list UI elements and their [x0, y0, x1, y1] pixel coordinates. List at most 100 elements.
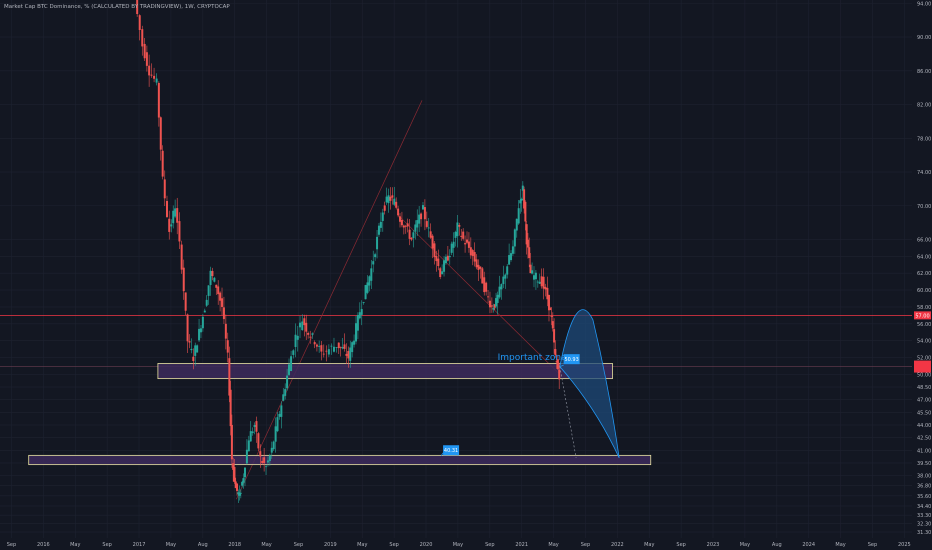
candle-body [207, 285, 210, 296]
candle-body [439, 268, 442, 278]
candle-body [194, 345, 197, 356]
axis-price-tag: 57.00 [915, 313, 929, 319]
candle-body [354, 323, 357, 342]
candle-body [412, 232, 415, 239]
candle-body [229, 389, 232, 427]
candle-body [404, 225, 407, 227]
time-tick-label: Sep [102, 542, 111, 548]
candle-body [511, 246, 514, 254]
price-tick-label: 60.00 [917, 288, 931, 294]
candle-body [253, 425, 256, 427]
candle-body [280, 405, 283, 417]
time-tick-label: 2025 [898, 542, 911, 548]
time-tick-label: 2018 [228, 542, 241, 548]
candle-body [219, 292, 222, 301]
time-tick-label: Sep [294, 542, 303, 548]
candle-body [502, 276, 505, 285]
candle-body [190, 348, 193, 351]
candle-body [305, 322, 308, 332]
candle-body [521, 185, 524, 191]
candle-body [435, 255, 438, 262]
downtrend-line [396, 213, 561, 375]
candle-body [182, 267, 185, 292]
candle-body [372, 261, 375, 265]
candle-body [393, 198, 396, 205]
candle-body [433, 243, 436, 258]
candle-body [429, 231, 432, 238]
candle-body [265, 466, 268, 468]
candle-body [399, 216, 402, 222]
candle-body [249, 431, 252, 442]
price-tick-label: 54.00 [917, 339, 931, 345]
candle-body [358, 312, 361, 319]
candle-body [165, 201, 168, 217]
candle-body [180, 244, 183, 270]
candle-body [205, 299, 208, 306]
candle-body [549, 308, 552, 310]
candle-body [517, 208, 520, 224]
time-tick-label: May [261, 542, 271, 548]
candle-body [270, 447, 273, 453]
price-tick-label: 62.00 [917, 271, 931, 277]
candle-body [178, 221, 181, 242]
candle-body [454, 231, 457, 238]
candle-body [284, 389, 287, 396]
candle-body [458, 225, 461, 227]
candle-body [495, 298, 498, 307]
projection-drawing[interactable] [559, 309, 620, 459]
price-tick-label: 39.50 [917, 461, 931, 467]
candle-body [238, 492, 241, 496]
candle-body [345, 353, 348, 356]
candle-body [460, 235, 463, 237]
candle-body [546, 287, 549, 300]
candle-body [381, 212, 384, 221]
candle-body [391, 195, 394, 198]
price-tag-upper-bg [563, 354, 580, 365]
time-tick-label: Aug [772, 542, 782, 548]
candle-body [370, 268, 373, 281]
candle-body [444, 256, 447, 264]
candle-body [282, 394, 285, 401]
candle-body [406, 223, 409, 227]
upper-support-zone [157, 363, 613, 380]
time-tick-label: Sep [7, 542, 16, 548]
candle-body [143, 43, 146, 59]
price-tick-label: 64.00 [917, 254, 931, 260]
candle-body [542, 276, 545, 289]
candle-body [157, 83, 160, 118]
candle-body [515, 218, 518, 231]
candle-body [296, 335, 299, 340]
candle-body [203, 310, 206, 313]
candle-body [353, 340, 356, 345]
time-tick-label: May [357, 542, 367, 548]
candle-body [414, 224, 417, 232]
candle-body [145, 52, 148, 66]
time-axis[interactable]: Sep 2016 May Sep 2017 May Aug 2018 May Sep 2019 May… [7, 542, 911, 548]
candle-body [278, 413, 281, 417]
price-tick-label: 50.00 [917, 372, 931, 378]
chart-title: Market Cap BTC Dominance, % (CALCULATED … [4, 4, 230, 10]
candle-body [368, 276, 371, 286]
time-tick-label: May [644, 542, 654, 548]
candle-body [335, 347, 338, 348]
candle-body [519, 200, 522, 204]
candle-body [347, 351, 350, 359]
candle-body [318, 345, 321, 347]
candle-body [290, 356, 293, 372]
candle-body [311, 333, 314, 335]
price-tick-label: 90.00 [917, 35, 931, 41]
candle-body [211, 271, 214, 277]
candle-body [525, 224, 528, 245]
candle-body [513, 229, 516, 247]
candle-body [356, 315, 359, 331]
candle-body [441, 271, 444, 275]
price-axis[interactable]: 94.00 90.00 86.00 82.00 78.00 74.00 70.00 66.00… [917, 1, 931, 536]
candle-body [467, 241, 470, 248]
candle-body [230, 424, 233, 460]
price-tick-label: 82.00 [917, 103, 931, 109]
candle-body [274, 426, 277, 442]
time-tick-label: Sep [676, 542, 685, 548]
support-zones[interactable] [28, 363, 652, 466]
